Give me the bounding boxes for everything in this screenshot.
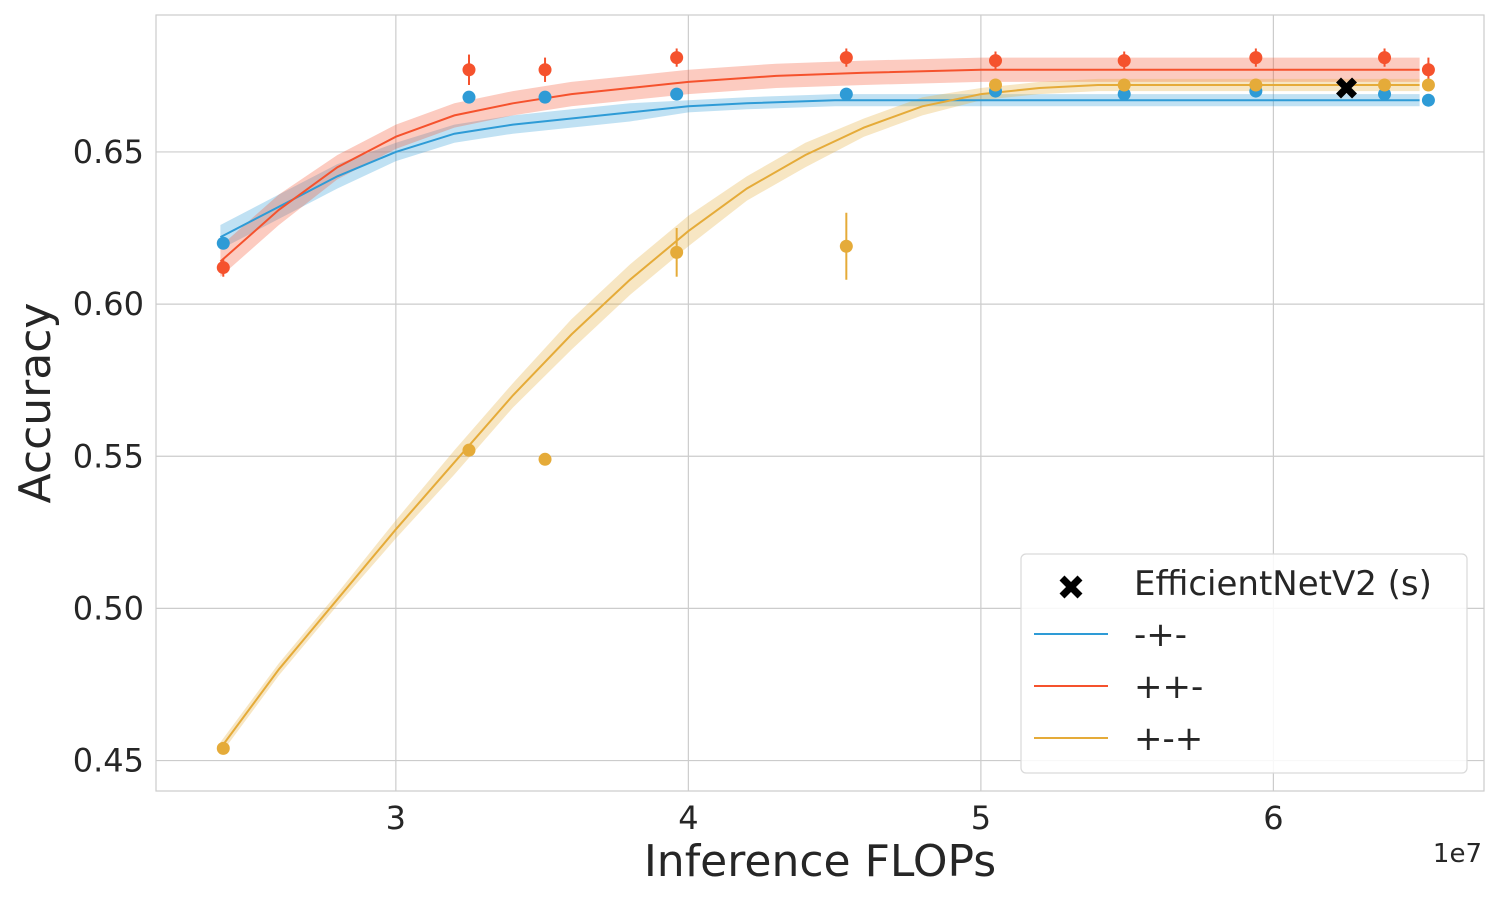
y-tick-label: 0.55	[73, 437, 144, 475]
point-series-2	[1117, 78, 1131, 92]
point-series-2	[670, 245, 684, 259]
point-series-0	[839, 87, 853, 101]
x-marker-icon	[1059, 575, 1083, 599]
line-series-0	[219, 99, 1420, 238]
point-series-2	[216, 741, 230, 755]
point-series-1	[989, 54, 1003, 68]
point-series-2	[538, 452, 552, 466]
point-series-2	[839, 239, 853, 253]
line-series-2	[219, 84, 1420, 749]
reference-marker	[1336, 77, 1357, 99]
point-series-1	[538, 63, 552, 77]
legend-entry-plus-plus-minus: ++-	[1034, 667, 1203, 707]
point-series-2	[1378, 78, 1392, 92]
y-tick-label: 0.60	[73, 285, 144, 323]
legend: EfficientNetV2 (s) -+- ++- +-+	[1020, 553, 1468, 774]
legend-entry-minus-plus-minus: -+-	[1034, 615, 1187, 655]
legend-label-plus-minus-plus: +-+	[1134, 719, 1203, 759]
point-series-1	[839, 51, 853, 65]
point-series-0	[1117, 87, 1131, 101]
x-offset-label: 1e7	[1433, 839, 1482, 869]
point-series-1	[1421, 63, 1435, 77]
point-series-0	[216, 236, 230, 250]
band-series-0	[220, 94, 1420, 250]
legend-label-minus-plus-minus: -+-	[1134, 615, 1187, 655]
legend-label-plus-plus-minus: ++-	[1134, 667, 1203, 707]
x-tick-label: 5	[971, 799, 991, 837]
legend-box	[1020, 553, 1468, 774]
legend-label-efficientnetv2: EfficientNetV2 (s)	[1134, 564, 1432, 604]
point-series-2	[1421, 78, 1435, 92]
point-series-2	[1249, 78, 1263, 92]
x-tick-label: 4	[678, 799, 698, 837]
y-tick-label: 0.50	[73, 589, 144, 627]
line-series-1	[219, 68, 1420, 263]
point-series-1	[216, 261, 230, 275]
point-series-1	[1117, 54, 1131, 68]
x-tick-label: 6	[1263, 799, 1283, 837]
point-series-2	[462, 443, 476, 457]
legend-entry-plus-minus-plus: +-+	[1034, 719, 1203, 759]
point-series-0	[538, 90, 552, 104]
point-series-0	[670, 87, 684, 101]
series-lines	[219, 68, 1420, 749]
point-series-1	[1378, 51, 1392, 65]
point-series-0	[1421, 93, 1435, 107]
band-series-1	[220, 57, 1420, 277]
y-tick-label: 0.45	[73, 742, 144, 780]
efficientnetv2-marker	[1336, 77, 1357, 99]
y-tick-label: 0.65	[73, 133, 144, 171]
point-series-1	[670, 51, 684, 65]
point-series-1	[1249, 51, 1263, 65]
tick-labels: 3 4 5 6 0.45 0.50 0.55 0.60 0.65	[73, 133, 1284, 837]
point-series-2	[989, 78, 1003, 92]
point-series-1	[462, 63, 476, 77]
data-points	[216, 48, 1435, 755]
x-axis-title: Inference FLOPs	[644, 836, 996, 887]
point-series-0	[462, 90, 476, 104]
legend-entry-efficientnetv2: EfficientNetV2 (s)	[1059, 564, 1432, 604]
point-series-0	[1378, 87, 1392, 101]
confidence-bands	[220, 57, 1420, 755]
y-axis-title: Accuracy	[10, 303, 61, 504]
x-tick-label: 3	[386, 799, 406, 837]
